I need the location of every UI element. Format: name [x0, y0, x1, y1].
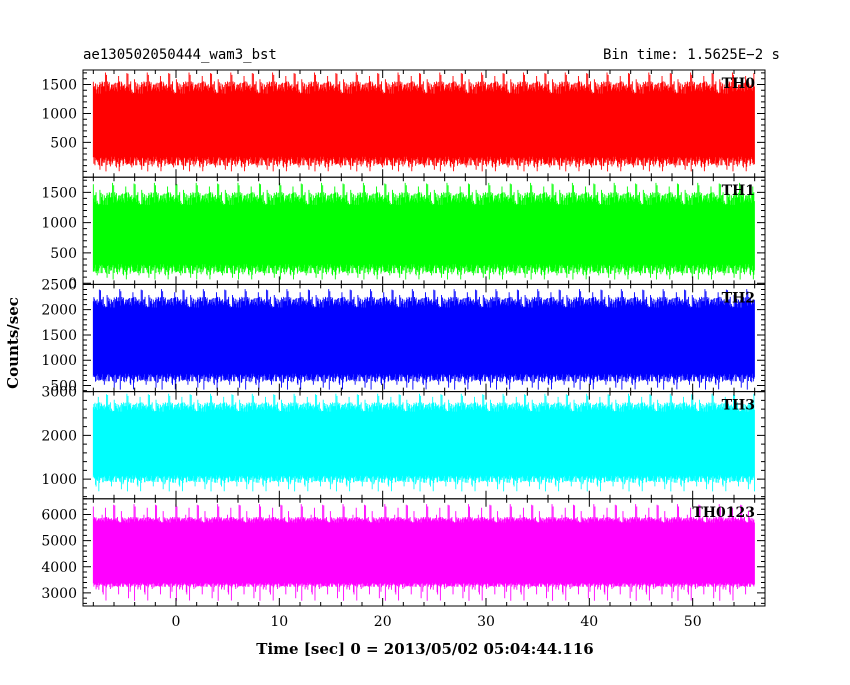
y-tick-label: 1500	[41, 328, 77, 344]
series-th2-trace	[92, 289, 755, 390]
y-tick-label: 1000	[41, 216, 77, 232]
panel-ticks	[83, 391, 765, 499]
series-th3-trace	[92, 393, 755, 492]
y-tick-label: 1000	[41, 472, 77, 488]
panel-th1: 0 500 1000 1500 TH1	[41, 176, 766, 292]
x-tick-label: 30	[477, 614, 495, 630]
y-tick-label: 1000	[41, 353, 77, 369]
y-tick-label: 5000	[41, 534, 77, 550]
y-tick-label: 500	[50, 135, 77, 151]
x-tick-label: 10	[270, 614, 288, 630]
bin-time-label: Bin time: 1.5625E−2 s	[603, 47, 780, 63]
x-axis-label: Time [sec] 0 = 2013/05/02 05:04:44.116	[256, 640, 593, 658]
y-axis-label: Counts/sec	[4, 297, 22, 389]
panel-ticks	[83, 498, 765, 606]
panel-label-th0123: TH0123	[692, 505, 755, 521]
y-tick-label: 3000	[41, 586, 77, 602]
y-tick-label: 2000	[41, 303, 77, 319]
panel-th0123: 3000 4000 5000 6000 TH0123	[41, 498, 766, 607]
y-tick-label: 2500	[41, 277, 77, 293]
x-tick-label: 50	[684, 614, 702, 630]
series-th1-trace	[92, 182, 755, 280]
series-th0-trace	[92, 72, 755, 172]
y-tick-label: 6000	[41, 508, 77, 524]
y-tick-label: 3000	[41, 385, 77, 401]
panel-label-th1: TH1	[722, 183, 755, 199]
x-tick-labels: 0 10 20 30 40 50	[172, 614, 702, 630]
y-tick-label: 4000	[41, 560, 77, 576]
y-tick-label: 500	[50, 379, 77, 395]
panel-ticks	[83, 70, 765, 178]
panel-label-th2: TH2	[722, 290, 755, 306]
y-tick-label: 1000	[41, 107, 77, 123]
y-tick-label: 1500	[41, 78, 77, 94]
y-tick-label: 1500	[41, 185, 77, 201]
series-th0123-trace	[92, 504, 755, 601]
x-tick-label: 40	[580, 614, 598, 630]
panel-th0: 500 1000 1500 TH0	[41, 69, 766, 178]
source-title: ae130502050444_wam3_bst	[83, 47, 277, 63]
y-tick-label: 500	[50, 246, 77, 262]
x-tick-label: 20	[374, 614, 392, 630]
panel-ticks	[83, 283, 765, 392]
panels-group: 500 1000 1500 TH0 0 500 1000 1500 TH1 500 1000 1500…	[41, 69, 766, 607]
y-tick-label: 0	[68, 276, 77, 292]
panel-label-th0: TH0	[722, 76, 756, 92]
panel-label-th3: TH3	[722, 398, 755, 414]
panel-ticks	[83, 177, 765, 285]
panel-th2: 500 1000 1500 2000 2500 TH2	[41, 277, 766, 395]
x-tick-label: 0	[172, 614, 181, 630]
panel-th3: 1000 2000 3000 TH3	[41, 385, 766, 500]
y-tick-label: 2000	[41, 428, 77, 444]
